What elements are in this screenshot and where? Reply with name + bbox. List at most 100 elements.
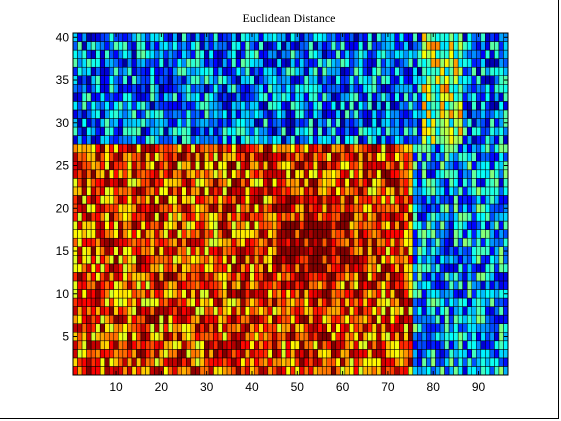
heatmap-cell [113, 101, 119, 111]
heatmap-cell [412, 340, 418, 350]
heatmap-cell [353, 323, 359, 333]
heatmap-cell [72, 135, 78, 145]
heatmap-cell [263, 169, 269, 179]
heatmap-cell [172, 255, 178, 265]
heatmap-cell [312, 161, 318, 171]
heatmap-cell [267, 366, 273, 376]
heatmap-cell [181, 152, 187, 162]
heatmap-cell [290, 220, 296, 230]
heatmap-cell [349, 229, 355, 239]
heatmap-cell [95, 84, 101, 94]
heatmap-cell [494, 349, 500, 359]
heatmap-cell [394, 101, 400, 111]
heatmap-cell [176, 66, 183, 76]
heatmap-cell [448, 152, 454, 162]
heatmap-cell [186, 49, 192, 59]
heatmap-cell [385, 357, 391, 367]
heatmap-cell [140, 195, 146, 205]
heatmap-cell [254, 92, 260, 102]
heatmap-cell [403, 357, 409, 367]
heatmap-cell [99, 41, 105, 51]
heatmap-cell [326, 297, 332, 307]
heatmap-cell [231, 152, 237, 162]
heatmap-cell [195, 357, 201, 367]
heatmap-cell [122, 314, 128, 324]
heatmap-cell [163, 49, 169, 59]
heatmap-cell [276, 32, 282, 42]
heatmap-cell [494, 323, 500, 333]
heatmap-cell [439, 237, 445, 247]
heatmap-cell [335, 246, 341, 256]
heatmap-cell [294, 169, 300, 179]
heatmap-cell [380, 92, 386, 102]
heatmap-cell [122, 32, 128, 42]
heatmap-cell [226, 135, 232, 145]
heatmap-cell [172, 126, 178, 136]
heatmap-cell [385, 92, 391, 102]
heatmap-cell [249, 340, 255, 350]
heatmap-cell [399, 340, 405, 350]
heatmap-cell [81, 75, 87, 85]
heatmap-cell [149, 297, 155, 307]
heatmap-cell [195, 349, 201, 359]
heatmap-cell [140, 84, 146, 94]
heatmap-cell [489, 143, 495, 153]
heatmap-cell [231, 340, 237, 350]
heatmap-cell [299, 135, 305, 145]
heatmap-cell [344, 280, 350, 290]
heatmap-cell [290, 66, 296, 76]
heatmap-cell [399, 220, 405, 230]
heatmap-cell [462, 92, 468, 102]
heatmap-cell [276, 280, 282, 290]
heatmap-cell [99, 246, 105, 256]
heatmap-cell [426, 32, 432, 42]
heatmap-cell [190, 118, 196, 128]
heatmap-cell [371, 289, 377, 299]
heatmap-cell [312, 126, 318, 136]
heatmap-cell [344, 349, 350, 359]
y-tick-label: 40 [56, 30, 70, 44]
heatmap-cell [267, 357, 273, 367]
heatmap-cell [408, 109, 414, 119]
heatmap-cell [172, 169, 178, 179]
heatmap-cell [163, 92, 169, 102]
heatmap-cell [158, 297, 164, 307]
heatmap-cell [176, 203, 183, 213]
heatmap-cell [140, 306, 146, 316]
heatmap-cell [471, 178, 477, 188]
x-tick-label: 60 [336, 380, 350, 394]
heatmap-cell [190, 314, 196, 324]
heatmap-cell [312, 49, 318, 59]
heatmap-cell [331, 152, 337, 162]
heatmap-cell [421, 41, 427, 51]
heatmap-cell [263, 178, 269, 188]
heatmap-cell [349, 237, 355, 247]
heatmap-cell [335, 340, 341, 350]
heatmap-cell [448, 255, 454, 265]
heatmap-cell [344, 118, 350, 128]
heatmap-cell [122, 195, 128, 205]
heatmap-cell [349, 366, 355, 376]
heatmap-cell [208, 186, 214, 196]
heatmap-cell [439, 169, 445, 179]
heatmap-cell [462, 229, 468, 239]
heatmap-cell [421, 220, 427, 230]
heatmap-cell [412, 323, 418, 333]
heatmap-cell [453, 118, 459, 128]
heatmap-cell [435, 314, 441, 324]
heatmap-cell [290, 135, 296, 145]
heatmap-cell [199, 237, 205, 247]
heatmap-cell [471, 306, 477, 316]
heatmap-cell [353, 220, 359, 230]
heatmap-cell [321, 340, 328, 350]
heatmap-cell [167, 92, 173, 102]
heatmap-cell [380, 340, 386, 350]
heatmap-cell [235, 297, 241, 307]
heatmap-cell [131, 306, 137, 316]
heatmap-cell [321, 84, 328, 94]
heatmap-cell [380, 306, 386, 316]
heatmap-cell [90, 357, 96, 367]
heatmap-cell [331, 161, 337, 171]
heatmap-cell [154, 195, 160, 205]
heatmap-cell [267, 314, 273, 324]
